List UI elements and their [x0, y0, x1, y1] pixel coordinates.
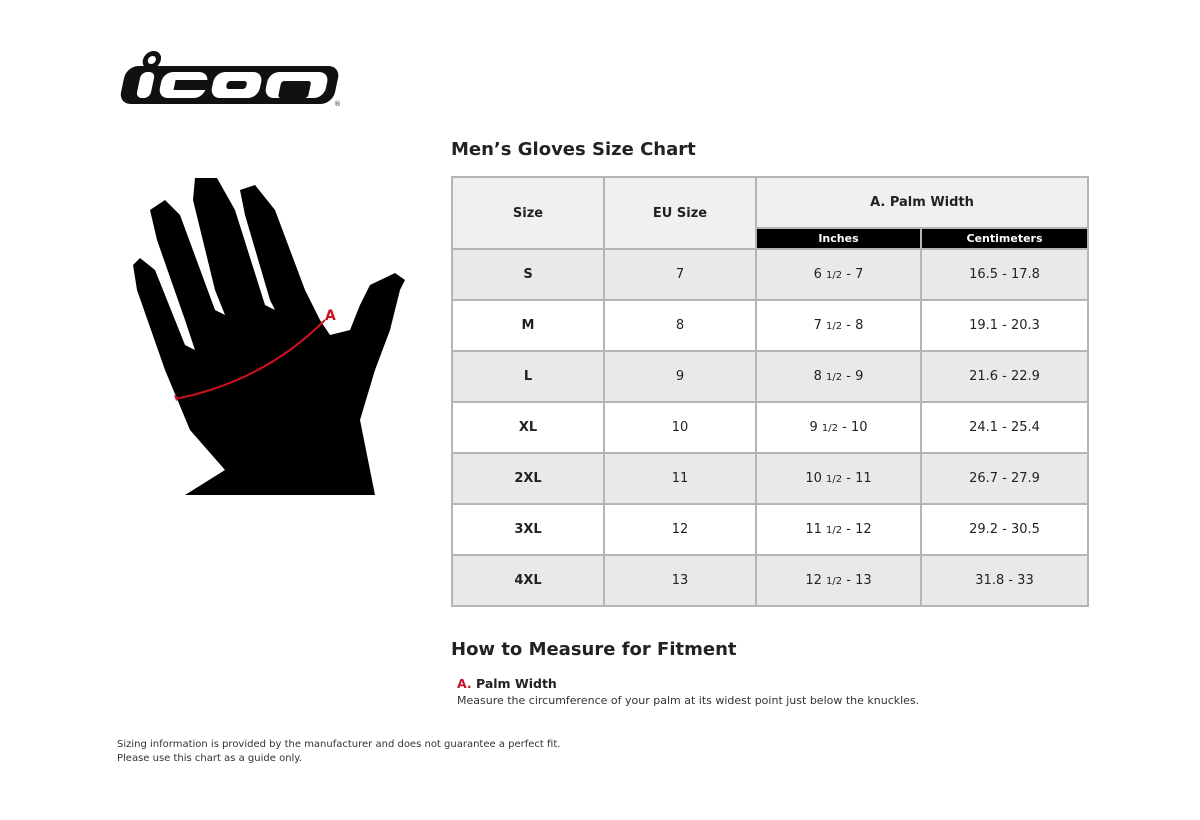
- cell-inches: 12 1/2 - 13: [755, 554, 922, 607]
- inches-whole: 9: [809, 420, 818, 435]
- header-palm-width: A. Palm Width: [754, 176, 1090, 229]
- inches-upper: - 8: [842, 318, 864, 333]
- measure-name: Palm Width: [476, 676, 557, 691]
- inches-fraction: 1/2: [826, 525, 843, 536]
- table-row: 2XL 11 10 1/2 - 11 26.7 - 27.9: [451, 452, 1090, 505]
- cell-size: L: [451, 350, 605, 403]
- table-row: S 7 6 1/2 - 7 16.5 - 17.8: [451, 248, 1090, 301]
- inches-whole: 7: [813, 318, 822, 333]
- measure-title: How to Measure for Fitment: [451, 639, 737, 660]
- cell-inches: 7 1/2 - 8: [755, 299, 922, 352]
- cell-cm: 19.1 - 20.3: [919, 299, 1090, 352]
- inches-whole: 11: [805, 522, 822, 537]
- inches-upper: - 13: [842, 573, 872, 588]
- inches-whole: 12: [805, 573, 822, 588]
- marker-a: A: [325, 308, 336, 324]
- inches-upper: - 11: [842, 471, 872, 486]
- cell-cm: 29.2 - 30.5: [919, 503, 1090, 556]
- inches-fraction: 1/2: [826, 372, 843, 383]
- palm-measure-line: [179, 319, 326, 399]
- inches-upper: - 7: [842, 267, 864, 282]
- table-row: M 8 7 1/2 - 8 19.1 - 20.3: [451, 299, 1090, 352]
- disclaimer-line-1: Sizing information is provided by the ma…: [117, 739, 561, 750]
- inches-fraction: 1/2: [826, 576, 843, 587]
- cell-eu: 9: [603, 350, 757, 403]
- measure-label: A. Palm Width: [457, 676, 557, 691]
- inches-fraction: 1/2: [821, 423, 838, 434]
- cell-cm: 21.6 - 22.9: [919, 350, 1090, 403]
- inches-fraction: 1/2: [826, 270, 843, 281]
- table-row: L 9 8 1/2 - 9 21.6 - 22.9: [451, 350, 1090, 403]
- icon-logo: ®: [120, 51, 341, 108]
- hand-diagram: A: [133, 178, 405, 495]
- cell-inches: 6 1/2 - 7: [755, 248, 922, 301]
- table-row: 4XL 13 12 1/2 - 13 31.8 - 33: [451, 554, 1090, 607]
- header-inches: Inches: [755, 227, 922, 250]
- cell-eu: 13: [603, 554, 757, 607]
- cell-cm: 24.1 - 25.4: [919, 401, 1090, 454]
- header-eu-size: EU Size: [603, 176, 757, 250]
- cell-size: 4XL: [451, 554, 605, 607]
- inches-fraction: 1/2: [826, 321, 843, 332]
- cell-inches: 11 1/2 - 12: [755, 503, 922, 556]
- inches-upper: - 12: [842, 522, 872, 537]
- inches-upper: - 10: [838, 420, 868, 435]
- disclaimer: Sizing information is provided by the ma…: [117, 738, 560, 766]
- cell-size: 2XL: [451, 452, 605, 505]
- table-row: XL 10 9 1/2 - 10 24.1 - 25.4: [451, 401, 1090, 454]
- cell-cm: 31.8 - 33: [919, 554, 1090, 607]
- cell-eu: 7: [603, 248, 757, 301]
- measure-letter: A.: [457, 676, 472, 691]
- hand-silhouette: [133, 178, 405, 495]
- header-size: Size: [451, 176, 605, 250]
- inches-whole: 10: [805, 471, 822, 486]
- cell-cm: 26.7 - 27.9: [919, 452, 1090, 505]
- table-row: 3XL 12 11 1/2 - 12 29.2 - 30.5: [451, 503, 1090, 556]
- cell-eu: 8: [603, 299, 757, 352]
- measure-description: Measure the circumference of your palm a…: [457, 694, 920, 707]
- cell-inches: 9 1/2 - 10: [755, 401, 922, 454]
- header-centimeters: Centimeters: [919, 227, 1090, 250]
- cell-inches: 8 1/2 - 9: [755, 350, 922, 403]
- chart-title: Men’s Gloves Size Chart: [451, 139, 696, 160]
- cell-inches: 10 1/2 - 11: [755, 452, 922, 505]
- inches-upper: - 9: [842, 369, 864, 384]
- cell-eu: 11: [603, 452, 757, 505]
- inches-whole: 6: [813, 267, 822, 282]
- size-table: Size EU Size A. Palm Width Inches Centim…: [451, 176, 1090, 607]
- disclaimer-line-2: Please use this chart as a guide only.: [117, 753, 302, 764]
- cell-eu: 10: [603, 401, 757, 454]
- inches-whole: 8: [813, 369, 822, 384]
- cell-eu: 12: [603, 503, 757, 556]
- cell-size: M: [451, 299, 605, 352]
- svg-text:®: ®: [334, 100, 341, 108]
- inches-fraction: 1/2: [826, 474, 843, 485]
- cell-size: S: [451, 248, 605, 301]
- cell-cm: 16.5 - 17.8: [919, 248, 1090, 301]
- cell-size: XL: [451, 401, 605, 454]
- cell-size: 3XL: [451, 503, 605, 556]
